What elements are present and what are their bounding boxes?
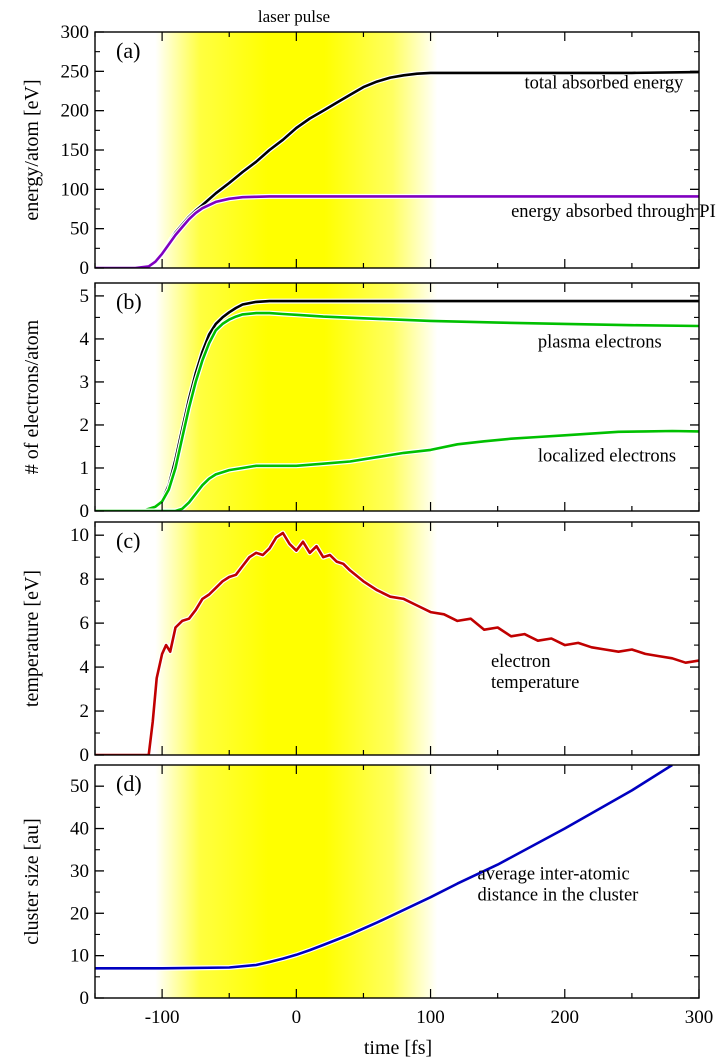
series-annotation: total absorbed energy: [525, 74, 685, 94]
series-annotation: plasma electrons: [538, 333, 662, 353]
panel-3: 0 2 4 6 8 10 (c) temperature [eV] electron temper…: [21, 521, 700, 766]
series-line-2: [95, 195, 699, 268]
y-tick-label: 50: [70, 219, 89, 240]
series-annotation: localized electrons: [538, 447, 676, 467]
x-tick-label: 100: [416, 1007, 445, 1028]
series-annotation: energy absorbed through PI: [511, 202, 716, 222]
laser-pulse-label: laser pulse: [258, 7, 330, 26]
y-tick-label: 40: [70, 819, 89, 840]
y-axis-title: cluster size [au]: [21, 818, 43, 945]
annotation-line: total absorbed energy: [525, 74, 685, 94]
series-line-2: [95, 311, 699, 511]
laser-pulse-band: [155, 765, 438, 998]
series-group: [95, 765, 674, 971]
annotation-line: plasma electrons: [538, 333, 662, 353]
y-axis-title: # of electrons/atom: [21, 319, 43, 474]
x-tick-label: 200: [551, 1007, 580, 1028]
y-tick-label: 4: [80, 657, 90, 678]
y-tick-label: 0: [80, 258, 90, 279]
y-tick-label: 2: [80, 701, 90, 722]
series-line-1: [95, 765, 673, 970]
y-tick-label: 8: [80, 569, 90, 590]
panel-letter: (b): [116, 289, 142, 314]
y-tick-label: 6: [80, 613, 90, 634]
panel-frame: [94, 282, 700, 512]
annotation-line: temperature: [491, 673, 579, 693]
panel-1: 0 50 100 150 200 250 300 (a) energy/atom [eV] tot…: [21, 22, 716, 279]
series-line-3: [95, 429, 699, 511]
y-tick-label: 150: [61, 140, 90, 161]
panel-4: 0 10 20 30 40 50 (d) cluster size [au] average i…: [21, 764, 700, 1009]
y-axis-title: energy/atom [eV]: [21, 79, 43, 220]
panel-frame: [94, 764, 700, 999]
laser-pulse-band: [155, 32, 438, 268]
annotation-line: distance in the cluster: [478, 885, 639, 905]
annotation-line: localized electrons: [538, 447, 676, 467]
y-tick-label: 0: [80, 745, 90, 766]
y-tick-label: 0: [80, 988, 90, 1009]
y-tick-label: 5: [80, 286, 90, 307]
laser-pulse-band: [155, 522, 438, 755]
series-annotation: electron temperature: [491, 652, 579, 693]
series-annotation: average inter-atomic distance in the clus…: [478, 864, 639, 905]
y-tick-label: 20: [70, 903, 89, 924]
y-tick-label: 4: [80, 329, 90, 350]
annotation-line: electron: [491, 652, 551, 672]
y-tick-label: 1: [80, 458, 90, 479]
series-group: [95, 530, 699, 755]
annotation-line: average inter-atomic: [478, 864, 630, 884]
panel-letter: (d): [116, 771, 142, 796]
panel-2: 0 1 2 3 4 5 (b) # of electrons/atom plasma elect…: [21, 282, 700, 522]
y-tick-label: 100: [61, 179, 90, 200]
y-axis-title: temperature [eV]: [21, 570, 43, 707]
panel-letter: (c): [116, 528, 140, 553]
y-tick-label: 10: [70, 525, 89, 546]
x-tick-label: 300: [685, 1007, 714, 1028]
panel-letter: (a): [116, 38, 140, 63]
annotation-line: energy absorbed through PI: [511, 202, 716, 222]
series-group: [95, 298, 699, 511]
y-tick-label: 2: [80, 415, 90, 436]
y-tick-label: 10: [70, 946, 89, 967]
y-tick-label: 30: [70, 861, 89, 882]
panel-frame: [94, 521, 700, 756]
y-tick-label: 0: [80, 501, 90, 522]
y-tick-label: 3: [80, 372, 90, 393]
x-tick-label: -100: [145, 1007, 180, 1028]
y-tick-label: 300: [61, 22, 90, 43]
x-axis-title: time [fs]: [364, 1037, 432, 1059]
x-tick-label: 0: [292, 1007, 302, 1028]
series-line-1: [95, 531, 699, 755]
y-tick-label: 50: [70, 776, 89, 797]
y-tick-label: 200: [61, 101, 90, 122]
y-tick-label: 250: [61, 61, 90, 82]
series-group: [95, 69, 699, 268]
